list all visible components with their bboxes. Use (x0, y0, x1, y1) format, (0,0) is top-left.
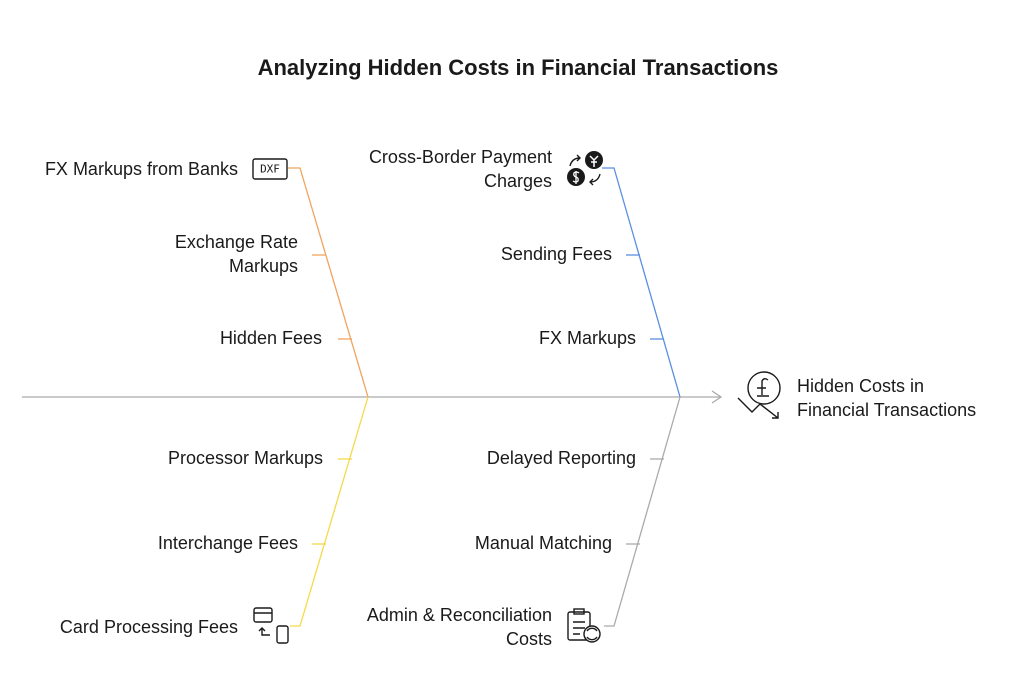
branch-head-label: Charges (484, 171, 552, 191)
branch-line (604, 396, 681, 627)
card-icon (253, 607, 289, 644)
cause-label: Manual Matching (475, 533, 612, 553)
cause-label: Markups (229, 256, 298, 276)
icon-label: DXF (260, 163, 280, 176)
cause-label: Exchange Rate (175, 232, 298, 252)
branch-head-label: Admin & Reconciliation (367, 605, 552, 625)
cause-label: Hidden Fees (220, 328, 322, 348)
cause-label: Sending Fees (501, 244, 612, 264)
branch-head-label: Card Processing Fees (60, 617, 238, 637)
effect-label: Hidden Costs in (797, 376, 924, 396)
branch-line (290, 396, 369, 627)
currency-icon (567, 151, 603, 186)
cause-label: FX Markups (539, 328, 636, 348)
branch-head-label: Costs (506, 629, 552, 649)
fx-bank-icon: DXF (252, 158, 288, 180)
effect-label: Financial Transactions (797, 400, 976, 420)
title: Analyzing Hidden Costs in Financial Tran… (258, 55, 779, 80)
branch-line (288, 167, 369, 398)
clipboard-icon (567, 608, 601, 643)
branch-head-label: Cross-Border Payment (369, 147, 552, 167)
cause-label: Processor Markups (168, 448, 323, 468)
spine-arrow (711, 390, 723, 404)
cause-label: Delayed Reporting (487, 448, 636, 468)
branch-line (602, 167, 681, 398)
branch-head-label: FX Markups from Banks (45, 159, 238, 179)
effect-icon (737, 371, 781, 419)
cause-label: Interchange Fees (158, 533, 298, 553)
